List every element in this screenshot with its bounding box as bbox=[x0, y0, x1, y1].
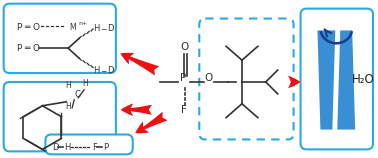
Text: H: H bbox=[65, 102, 71, 111]
Polygon shape bbox=[337, 30, 355, 130]
Text: ─: ─ bbox=[101, 66, 105, 75]
Text: P: P bbox=[180, 73, 187, 83]
Text: n+: n+ bbox=[78, 21, 87, 26]
Text: ═: ═ bbox=[25, 44, 30, 53]
Text: D: D bbox=[107, 24, 113, 33]
Text: H: H bbox=[93, 24, 99, 33]
Text: H₂O: H₂O bbox=[352, 73, 375, 86]
Text: F: F bbox=[92, 143, 97, 152]
Text: F: F bbox=[181, 105, 187, 115]
Text: H: H bbox=[65, 81, 71, 90]
FancyBboxPatch shape bbox=[199, 18, 294, 140]
Text: C: C bbox=[74, 90, 80, 99]
FancyBboxPatch shape bbox=[45, 134, 133, 154]
Text: P: P bbox=[103, 143, 108, 152]
Text: P: P bbox=[17, 22, 22, 31]
Text: O: O bbox=[180, 42, 189, 52]
Text: P: P bbox=[17, 44, 22, 53]
Polygon shape bbox=[318, 30, 335, 130]
Text: O: O bbox=[33, 22, 39, 31]
Text: D: D bbox=[107, 66, 113, 75]
Text: M: M bbox=[69, 22, 76, 31]
Text: ─: ─ bbox=[101, 24, 105, 33]
FancyBboxPatch shape bbox=[4, 82, 116, 151]
Text: H: H bbox=[93, 66, 99, 75]
Text: D: D bbox=[52, 143, 59, 152]
Text: O: O bbox=[204, 73, 212, 83]
FancyBboxPatch shape bbox=[4, 4, 116, 73]
Text: H: H bbox=[64, 143, 71, 152]
Text: ═: ═ bbox=[25, 22, 30, 31]
Text: O: O bbox=[33, 44, 39, 53]
FancyBboxPatch shape bbox=[301, 9, 373, 149]
Text: H: H bbox=[82, 79, 88, 88]
